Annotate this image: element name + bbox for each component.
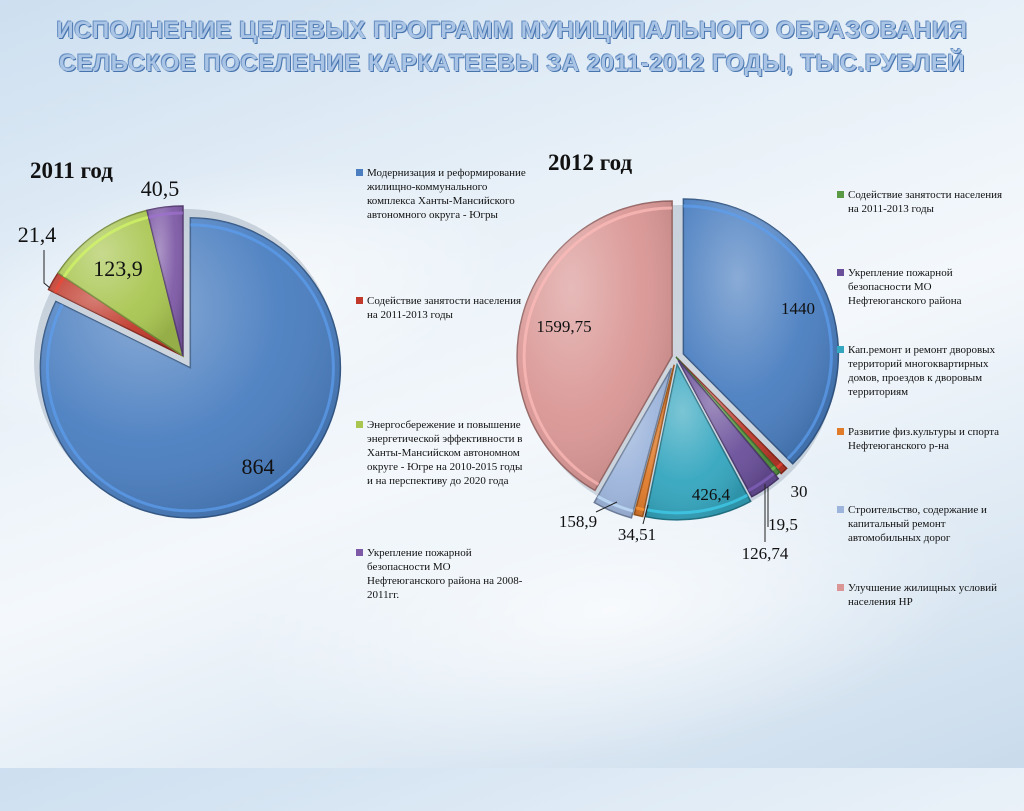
legend-label: Содействие занятости населения на 2011-2… <box>848 189 1003 215</box>
leader-line <box>642 504 649 525</box>
legend-swatch <box>356 421 363 428</box>
pie-slice-bevel <box>45 223 335 513</box>
chart-2012-title: 2012 год <box>548 150 633 175</box>
pie-slice-gloss <box>40 217 341 518</box>
pie-slice-gloss <box>594 368 672 518</box>
pie-slice-bevel <box>747 472 775 492</box>
pie-slice-bevel <box>635 506 645 512</box>
legend-item: Модернизация и реформирование жилищно-ко… <box>356 166 531 222</box>
legend-swatch <box>356 549 363 556</box>
legend-item: Содействие занятости населения на 2011-2… <box>356 294 531 322</box>
legend-label: Кап.ремонт и ремонт дворовых территорий … <box>848 344 996 398</box>
data-label: 19,5 <box>768 515 798 534</box>
pie-slice-gloss <box>634 364 675 517</box>
legend-label: Модернизация и реформирование жилищно-ко… <box>367 167 526 221</box>
pie-slice-gloss <box>683 198 839 464</box>
legend-item: Развитие физ.культуры и спорта Нефтеюган… <box>837 425 1012 453</box>
legend-swatch <box>837 584 844 591</box>
charts-canvas: 864 21,4 123,9 40,5 19,5 126,74 426,4 34,51 158… <box>18 176 840 563</box>
data-label: 30 <box>791 482 808 501</box>
legend-label: Содействие занятости населения на 2011-2… <box>367 295 522 321</box>
legend-label: Улучшение жилищных условий населения НР <box>848 582 998 608</box>
leader-line <box>595 501 618 513</box>
pie-slice-bevel <box>596 495 634 513</box>
legend-label: Развитие физ.культуры и спорта Нефтеюган… <box>848 426 1000 452</box>
pie-slice-bevel <box>522 206 673 486</box>
data-label: 40,5 <box>141 176 180 201</box>
data-label: 864 <box>242 454 275 479</box>
pie-slice-bevel <box>62 215 150 278</box>
legend-item: Строительство, содержание и капитальный … <box>837 503 1012 545</box>
pie-slice-gloss <box>48 272 184 356</box>
data-label: 1599,75 <box>536 317 591 336</box>
legend-item: Энергосбережение и повышение энергетичес… <box>356 418 531 488</box>
legend-label: Укрепление пожарной безопасности МО Нефт… <box>848 267 962 307</box>
slide-title: ИСПОЛНЕНИЕ ЦЕЛЕВЫХ ПРОГРАММ МУНИЦИПАЛЬНО… <box>56 17 968 77</box>
data-label: 34,51 <box>618 525 656 544</box>
legend-swatch <box>837 506 844 513</box>
leader-line <box>43 250 51 289</box>
legend-swatch <box>837 269 844 276</box>
legend-swatch <box>356 297 363 304</box>
legend-item: Содействие занятости населения на 2011-2… <box>837 188 1012 216</box>
data-label: 21,4 <box>18 222 57 247</box>
legend-swatch <box>837 428 844 435</box>
legend-swatch <box>837 191 844 198</box>
pie-slice-gloss <box>678 360 779 497</box>
data-label: 123,9 <box>93 256 143 281</box>
pie-slice-gloss <box>677 358 787 474</box>
data-label: 158,9 <box>559 512 597 531</box>
pie-slice-bevel <box>148 211 184 219</box>
pie-slice-bevel <box>683 204 833 460</box>
legend-item: Укрепление пожарной безопасности МО Нефт… <box>837 266 1012 308</box>
legend-label: Энергосбережение и повышение энергетичес… <box>367 419 523 487</box>
chart-2011-title: 2011 год <box>30 158 113 183</box>
pie-slice-gloss <box>645 364 751 520</box>
legend-swatch <box>356 169 363 176</box>
pie-slice-gloss <box>676 357 780 476</box>
legend-item: Укрепление пожарной безопасности МО Нефт… <box>356 546 531 602</box>
data-label: 1440 <box>781 299 815 318</box>
data-label: 426,4 <box>692 485 731 504</box>
pie-chart-2012: 19,5 126,74 426,4 34,51 158,9 1599,75 1440 30 <box>516 198 840 563</box>
pie-slice-gloss <box>517 200 673 491</box>
legend-item: Кап.ремонт и ремонт дворовых территорий … <box>837 343 1012 399</box>
data-label: 126,74 <box>742 544 789 563</box>
pie-slice-gloss <box>146 206 183 356</box>
legend-item: Улучшение жилищных условий населения НР <box>837 581 1012 609</box>
legend-swatch <box>837 346 844 353</box>
pie-chart-2011: 864 21,4 123,9 40,5 <box>18 176 342 519</box>
pie-slice-bevel <box>646 493 749 515</box>
legend-label: Строительство, содержание и капитальный … <box>848 504 987 544</box>
legend-label: Укрепление пожарной безопасности МО Нефт… <box>367 547 523 601</box>
